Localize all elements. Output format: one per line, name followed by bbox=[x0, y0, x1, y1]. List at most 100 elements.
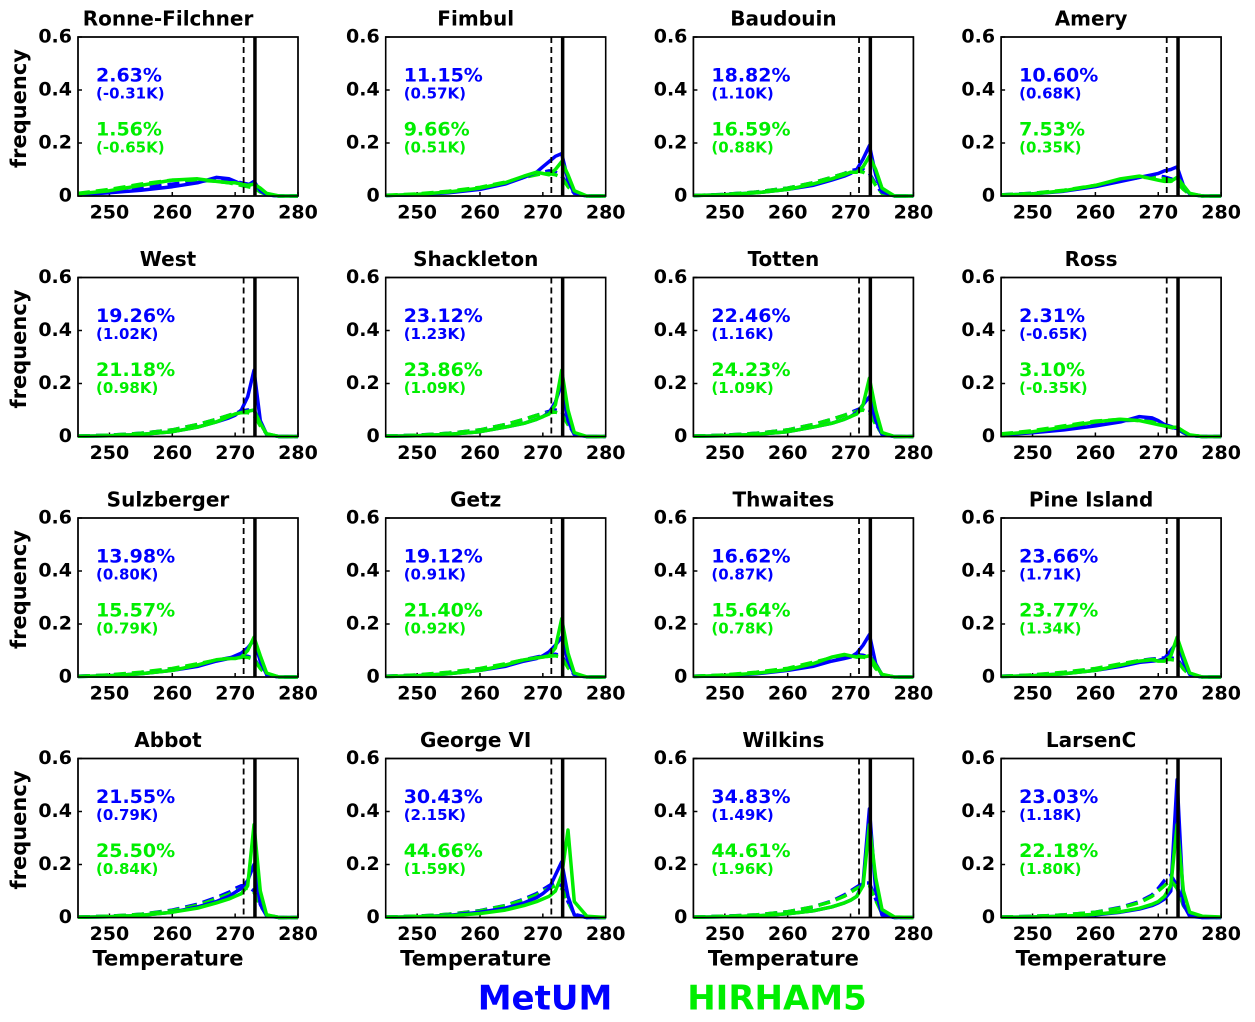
annotation: (-0.31K) bbox=[96, 85, 165, 103]
annotation: 15.64% bbox=[711, 600, 790, 622]
annotation: (0.88K) bbox=[711, 139, 773, 157]
x-tick-label: 250 bbox=[397, 923, 437, 945]
plot-frame bbox=[692, 517, 915, 678]
y-tick-label: 0.6 bbox=[346, 26, 380, 48]
annotation: 13.98% bbox=[96, 546, 175, 568]
series-line bbox=[1001, 823, 1222, 919]
y-tick-label: 0.6 bbox=[346, 507, 380, 529]
annotation: 3.10% bbox=[1019, 359, 1085, 381]
y-tick-label: 0 bbox=[982, 425, 995, 447]
x-tick-label: 260 bbox=[152, 683, 192, 705]
annotation: 16.62% bbox=[711, 546, 790, 568]
y-tick-label: 0.4 bbox=[346, 800, 380, 822]
x-tick-label: 260 bbox=[768, 202, 808, 224]
plot-frame bbox=[77, 517, 299, 678]
x-tick-label: 250 bbox=[1013, 683, 1053, 705]
annotation: 22.18% bbox=[1019, 840, 1098, 862]
y-tick-label: 0.2 bbox=[654, 132, 688, 154]
annotation: (1.09K) bbox=[404, 379, 466, 397]
annotation: (1.02K) bbox=[96, 325, 158, 343]
x-tick-label: 250 bbox=[90, 202, 130, 224]
panel-title: Wilkins bbox=[742, 728, 824, 752]
annotation: 15.57% bbox=[96, 600, 175, 622]
x-tick-label: 250 bbox=[705, 442, 745, 464]
annotation: 9.66% bbox=[404, 119, 470, 141]
y-tick-label: 0.4 bbox=[346, 79, 380, 101]
x-tick-label: 270 bbox=[215, 442, 255, 464]
panel-title: Ross bbox=[1065, 247, 1118, 271]
x-tick-label: 280 bbox=[894, 923, 934, 945]
panel-title: Amery bbox=[1055, 7, 1128, 31]
x-tick-label: 280 bbox=[278, 923, 318, 945]
annotation: 23.12% bbox=[404, 305, 483, 327]
annotation: (0.91K) bbox=[404, 566, 466, 584]
y-tick-label: 0.4 bbox=[38, 79, 72, 101]
annotation: 30.43% bbox=[404, 786, 483, 808]
y-tick-label: 0.2 bbox=[961, 853, 995, 875]
annotation: (1.49K) bbox=[711, 806, 773, 824]
y-tick-label: 0 bbox=[366, 425, 379, 447]
x-tick-label: 250 bbox=[1013, 923, 1053, 945]
panel-title: West bbox=[140, 247, 197, 271]
x-tick-label: 270 bbox=[1138, 442, 1178, 464]
x-tick-label: 280 bbox=[586, 442, 626, 464]
annotation: (1.34K) bbox=[1019, 620, 1081, 638]
y-tick-label: 0.6 bbox=[38, 26, 72, 48]
y-tick-label: 0 bbox=[59, 185, 72, 207]
x-axis-label: Temperature bbox=[400, 947, 551, 971]
annotation: (1.18K) bbox=[1019, 806, 1081, 824]
legend-metum: MetUM bbox=[478, 979, 613, 1019]
annotation: 1.56% bbox=[96, 119, 162, 141]
x-tick-label: 250 bbox=[1013, 202, 1053, 224]
y-tick-label: 0 bbox=[366, 906, 379, 928]
annotation: (0.78K) bbox=[711, 620, 773, 638]
x-tick-label: 250 bbox=[397, 683, 437, 705]
y-tick-label: 0.4 bbox=[38, 800, 72, 822]
plot-frame bbox=[1000, 276, 1222, 438]
x-tick-label: 280 bbox=[1201, 442, 1241, 464]
y-tick-label: 0.6 bbox=[654, 266, 688, 288]
annotation: 21.18% bbox=[96, 359, 175, 381]
y-axis-label: frequency bbox=[7, 770, 31, 889]
annotation: (0.80K) bbox=[96, 566, 158, 584]
annotation: (0.98K) bbox=[96, 379, 158, 397]
x-tick-label: 280 bbox=[278, 683, 318, 705]
plot-frame bbox=[77, 757, 299, 919]
plot-frame bbox=[1000, 517, 1222, 678]
y-tick-label: 0.2 bbox=[38, 372, 72, 394]
x-tick-label: 280 bbox=[894, 683, 934, 705]
annotation: 10.60% bbox=[1019, 65, 1098, 87]
y-tick-label: 0.4 bbox=[38, 319, 72, 341]
annotation: (-0.65K) bbox=[96, 139, 165, 157]
y-tick-label: 0.2 bbox=[654, 853, 688, 875]
x-tick-label: 260 bbox=[768, 923, 808, 945]
annotation: (1.09K) bbox=[711, 379, 773, 397]
y-tick-label: 0.6 bbox=[654, 26, 688, 48]
x-tick-label: 270 bbox=[831, 442, 871, 464]
x-tick-label: 250 bbox=[90, 683, 130, 705]
y-axis-label: frequency bbox=[7, 49, 31, 168]
x-tick-label: 280 bbox=[1201, 683, 1241, 705]
x-tick-label: 250 bbox=[705, 683, 745, 705]
x-tick-label: 270 bbox=[523, 442, 563, 464]
annotation: (2.15K) bbox=[404, 806, 466, 824]
y-tick-label: 0.2 bbox=[346, 132, 380, 154]
x-tick-label: 260 bbox=[152, 923, 192, 945]
series-line bbox=[385, 616, 606, 679]
x-tick-label: 270 bbox=[1138, 683, 1178, 705]
annotation: (0.79K) bbox=[96, 806, 158, 824]
series-line bbox=[77, 823, 298, 920]
annotation: (1.10K) bbox=[711, 85, 773, 103]
annotation: 2.31% bbox=[1019, 305, 1085, 327]
x-tick-label: 260 bbox=[1076, 923, 1116, 945]
series-line bbox=[693, 823, 914, 920]
x-tick-label: 260 bbox=[768, 683, 808, 705]
y-tick-label: 0 bbox=[59, 666, 72, 688]
annotation: 2.63% bbox=[96, 65, 162, 87]
y-tick-label: 0.4 bbox=[961, 560, 995, 582]
x-tick-label: 270 bbox=[831, 202, 871, 224]
x-tick-label: 280 bbox=[894, 442, 934, 464]
x-tick-label: 270 bbox=[215, 923, 255, 945]
y-tick-label: 0.2 bbox=[961, 132, 995, 154]
